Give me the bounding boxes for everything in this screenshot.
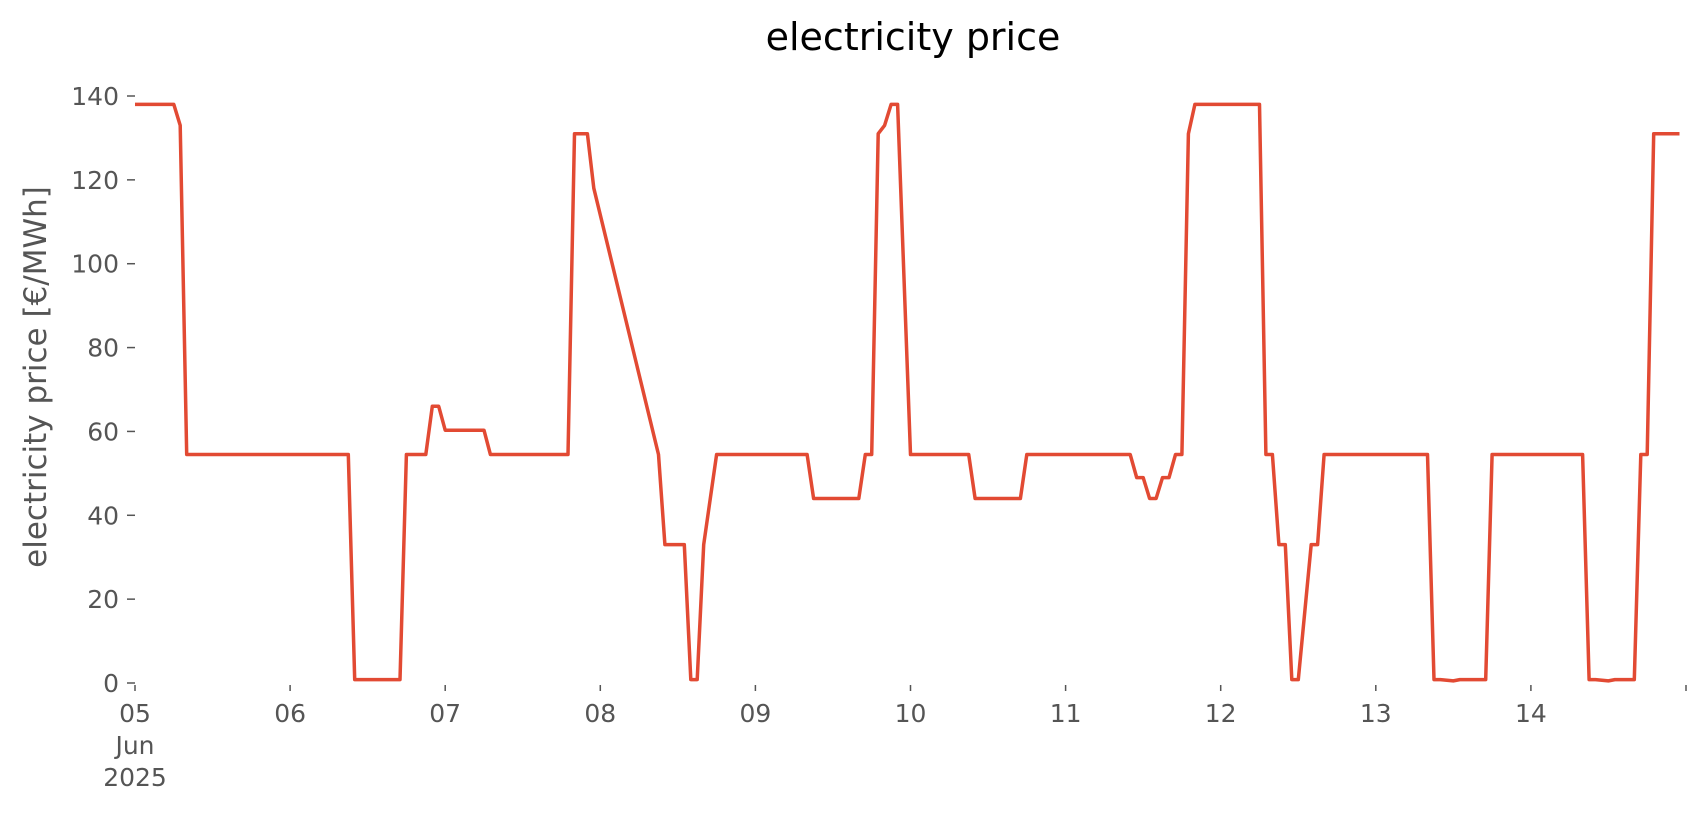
x-axis: 05 Jun 2025 06 07 08 09 10 11 12 13 14 bbox=[103, 685, 1687, 792]
x-tick-sublabel: 2025 bbox=[103, 763, 167, 792]
chart-title: electricity price bbox=[766, 15, 1061, 59]
x-tick-label: 11 bbox=[1050, 699, 1082, 728]
x-tick-label: 09 bbox=[739, 699, 771, 728]
y-tick-label: 120 bbox=[71, 166, 119, 195]
y-axis-label: electricity price [€/MWh] bbox=[18, 186, 54, 568]
series-line bbox=[135, 102, 1680, 683]
y-tick-label: 20 bbox=[87, 585, 119, 614]
x-tick-label: 13 bbox=[1360, 699, 1392, 728]
plot-area bbox=[135, 102, 1680, 683]
x-tick-label: 06 bbox=[274, 699, 306, 728]
x-tick-label: 08 bbox=[584, 699, 616, 728]
y-axis: 0 20 40 60 80 100 120 140 bbox=[71, 82, 135, 698]
y-tick-label: 60 bbox=[87, 417, 119, 446]
y-tick-label: 80 bbox=[87, 334, 119, 363]
x-tick-label: 14 bbox=[1515, 699, 1547, 728]
x-tick-label: 10 bbox=[895, 699, 927, 728]
x-tick-sublabel: Jun bbox=[113, 731, 154, 760]
y-tick-label: 140 bbox=[71, 82, 119, 111]
x-tick-label: 07 bbox=[429, 699, 461, 728]
x-tick-label: 05 bbox=[119, 699, 151, 728]
y-tick-label: 100 bbox=[71, 250, 119, 279]
y-tick-label: 0 bbox=[103, 669, 119, 698]
x-tick-label: 12 bbox=[1205, 699, 1237, 728]
y-tick-label: 40 bbox=[87, 501, 119, 530]
